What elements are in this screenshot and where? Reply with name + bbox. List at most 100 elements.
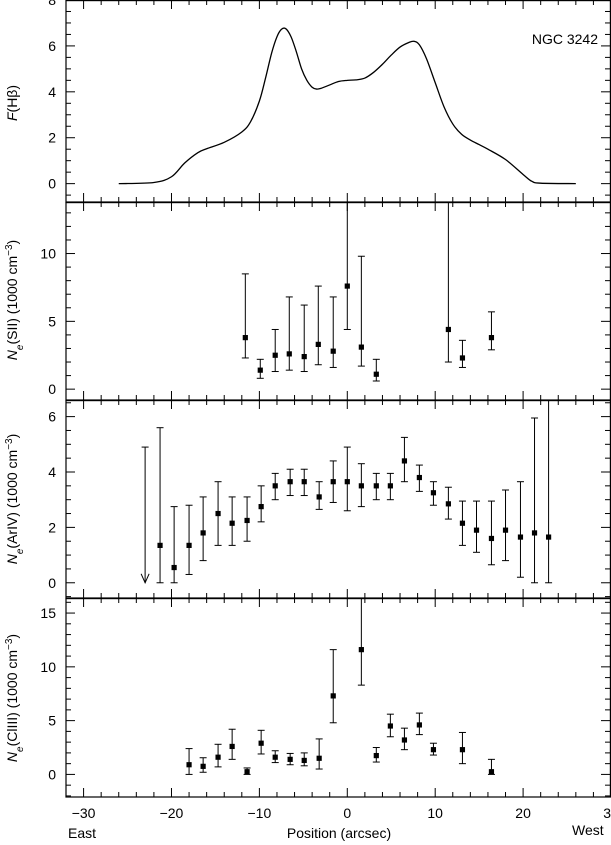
x-tick-label: 20 xyxy=(515,805,531,821)
sii-data-point xyxy=(330,348,336,354)
sii-data-point xyxy=(242,335,248,341)
ariv-data-point xyxy=(186,542,192,548)
ariv-data-point xyxy=(301,479,307,485)
ariv-data-point xyxy=(171,564,177,571)
ariv-data-point xyxy=(157,542,163,548)
ariv-data-point xyxy=(215,510,221,517)
ariv-ylabel: Ne(ArIV) (1000 cm−3) xyxy=(4,434,26,565)
cliii-data-point xyxy=(358,647,364,653)
cliii-data-point xyxy=(459,747,466,753)
sii-ytick-label: 5 xyxy=(48,313,56,329)
ariv-data-point xyxy=(287,479,293,485)
ariv-data-point xyxy=(531,530,538,536)
ariv-ytick-label: 0 xyxy=(48,575,56,591)
ariv-data-point xyxy=(488,535,495,542)
cliii-ylabel: Ne(ClIII) (1000 cm−3) xyxy=(4,634,26,762)
sii-ytick-label: 0 xyxy=(48,381,56,397)
x-tick-label: 30 xyxy=(603,805,611,821)
x-tick-label: −30 xyxy=(72,805,96,821)
cliii-ylabel-var: N xyxy=(4,751,20,762)
hbeta-ylabel-rest: (Hβ) xyxy=(4,85,20,113)
ariv-data-point xyxy=(445,501,451,507)
ariv-ylabel-rest: (ArIV) (1000 cm xyxy=(4,450,20,549)
cliii-data-point xyxy=(430,747,437,753)
ariv-data-point xyxy=(244,517,250,524)
cliii-data-point xyxy=(200,763,206,769)
x-tick-label: −20 xyxy=(160,805,184,821)
ariv-data-point xyxy=(502,527,509,533)
hbeta-ytick-label: 4 xyxy=(48,84,56,100)
ariv-data-point xyxy=(387,483,393,489)
sii-ylabel-rest: (SII) (1000 cm xyxy=(4,256,20,345)
ariv-data-point xyxy=(358,483,364,489)
cliii-data-point xyxy=(488,769,495,775)
cliii-ytick-label: 5 xyxy=(48,713,56,729)
sii-data-point xyxy=(358,344,364,350)
ariv-data-point xyxy=(344,479,350,485)
ariv-data-point xyxy=(258,504,264,510)
ariv-data-point xyxy=(229,520,235,526)
sii-data-point xyxy=(344,283,350,289)
ariv-data-point xyxy=(545,534,552,540)
sii-density-panel: 0 5 10 xyxy=(40,202,611,401)
sii-data-point xyxy=(459,355,466,361)
sii-frame xyxy=(65,202,611,401)
hbeta-flux-curve xyxy=(118,27,576,185)
x-tick-label: −10 xyxy=(248,805,272,821)
cliii-data-point xyxy=(330,693,336,699)
cliii-ylabel-rest: (ClIII) (1000 cm xyxy=(4,650,20,746)
cliii-ytick-label: 15 xyxy=(40,605,56,621)
ariv-ytick-label: 6 xyxy=(48,409,56,425)
hbeta-ytick-label: 8 xyxy=(48,0,56,8)
cliii-data-point xyxy=(287,756,293,762)
sii-data-point xyxy=(301,354,307,360)
ariv-upper-limit-arrowhead xyxy=(140,573,150,585)
cliii-ytick-label: 10 xyxy=(40,659,56,675)
cliii-data-point xyxy=(373,752,379,759)
ariv-data-point xyxy=(316,494,322,500)
ariv-data-point xyxy=(517,534,524,540)
sii-data-point xyxy=(488,335,495,341)
cliii-data-point xyxy=(272,754,278,760)
sii-data-point xyxy=(272,352,278,358)
cliii-ylabel-sub: e xyxy=(15,746,26,752)
cliii-ytick-label: 0 xyxy=(48,766,56,782)
hbeta-ytick-label: 6 xyxy=(48,38,56,54)
cliii-data-point xyxy=(229,743,235,750)
cliii-ylabel-close: ) xyxy=(4,634,20,639)
sii-data-point xyxy=(286,351,292,357)
sii-ylabel-sub: e xyxy=(15,344,26,350)
cliii-data-point xyxy=(401,737,408,743)
cliii-data-point xyxy=(186,762,192,768)
sii-ylabel-sup: −3 xyxy=(4,244,15,256)
ariv-data-point xyxy=(416,474,422,481)
cliii-data-point xyxy=(244,769,250,775)
ariv-data-point xyxy=(373,483,379,489)
west-label: West xyxy=(572,822,604,838)
sii-data-point xyxy=(315,341,321,347)
cliii-density-panel: 0 5 10 15 xyxy=(40,597,611,798)
cliii-ylabel-sup: −3 xyxy=(4,638,15,650)
object-label: NGC 3242 xyxy=(532,31,598,47)
ariv-ytick-label: 2 xyxy=(48,519,56,535)
hbeta-ylabel-var: F xyxy=(4,111,20,121)
cliii-data-point xyxy=(301,757,307,764)
hbeta-ylabel: F(Hβ) xyxy=(4,85,20,121)
x-axis-title: Position (arcsec) xyxy=(287,825,391,841)
sii-ylabel-var: N xyxy=(4,349,20,360)
sii-data-point xyxy=(257,367,263,373)
x-tick-labels: −30 −20 −10 0 10 20 30 xyxy=(72,805,611,821)
sii-data-point xyxy=(373,371,379,377)
sii-data-point xyxy=(445,326,451,333)
ariv-ytick-label: 4 xyxy=(48,464,56,480)
ariv-data-point xyxy=(200,530,206,536)
ariv-ylabel-sub: e xyxy=(15,548,26,554)
ariv-density-panel: 0 2 4 6 xyxy=(48,399,611,599)
sii-ylabel: Ne(SII) (1000 cm−3) xyxy=(4,240,26,360)
ariv-data-point xyxy=(473,527,480,533)
ariv-ylabel-close: ) xyxy=(4,434,20,439)
hbeta-panel: 0 2 4 6 8 xyxy=(48,0,611,203)
sii-ytick-label: 10 xyxy=(40,246,56,262)
hbeta-frame xyxy=(65,0,611,203)
x-tick-label: 10 xyxy=(427,805,443,821)
